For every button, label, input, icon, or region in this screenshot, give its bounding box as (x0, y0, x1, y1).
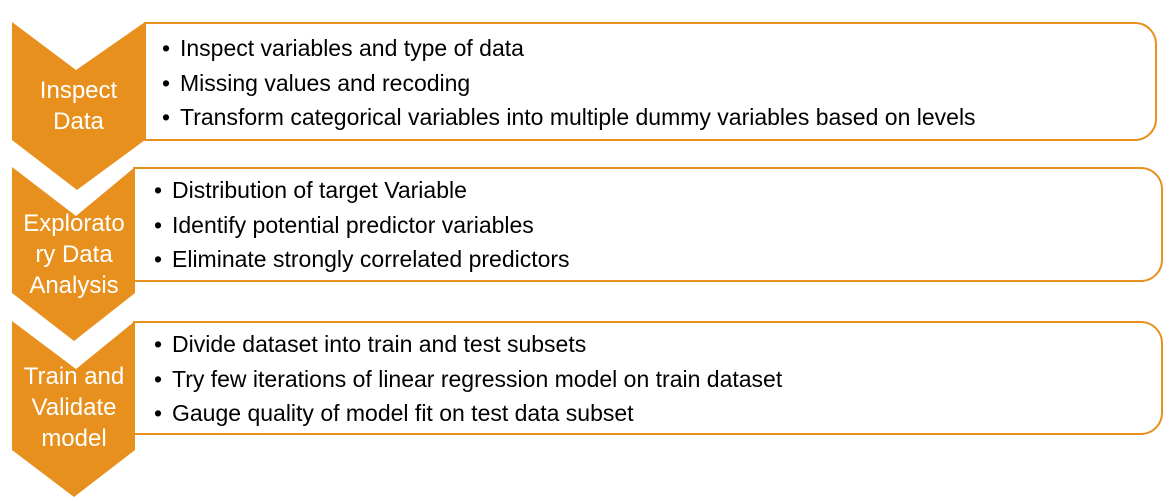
step-3-bullet-1: Divide dataset into train and test subse… (154, 327, 782, 362)
step-1-box: Inspect variables and type of data Missi… (144, 22, 1157, 141)
step-1-label: Inspect Data (39, 77, 118, 135)
step-2-label: Explorato ry Data Analysis (23, 210, 125, 299)
step-2-box: Distribution of target Variable Identify… (133, 167, 1163, 282)
step-1-bullet-3: Transform categorical variables into mul… (162, 100, 976, 135)
step-1-bullet-2: Missing values and recoding (162, 66, 976, 101)
step-1-chevron (12, 22, 145, 190)
step-2-bullets: Distribution of target Variable Identify… (154, 173, 570, 277)
step-3-bullet-2: Try few iterations of linear regression … (154, 362, 782, 397)
step-3-chevron (12, 321, 135, 497)
step-1-bullets: Inspect variables and type of data Missi… (162, 31, 976, 135)
step-2-bullet-2: Identify potential predictor variables (154, 208, 570, 243)
step-3-label: Train and Validate model (23, 363, 125, 452)
step-2-bullet-1: Distribution of target Variable (154, 173, 570, 208)
step-3-bullets: Divide dataset into train and test subse… (154, 327, 782, 431)
step-1-bullet-1: Inspect variables and type of data (162, 31, 976, 66)
step-3-box: Divide dataset into train and test subse… (133, 321, 1163, 435)
step-3-bullet-3: Gauge quality of model fit on test data … (154, 396, 782, 431)
step-2-bullet-3: Eliminate strongly correlated predictors (154, 242, 570, 277)
step-2-chevron (12, 167, 135, 341)
